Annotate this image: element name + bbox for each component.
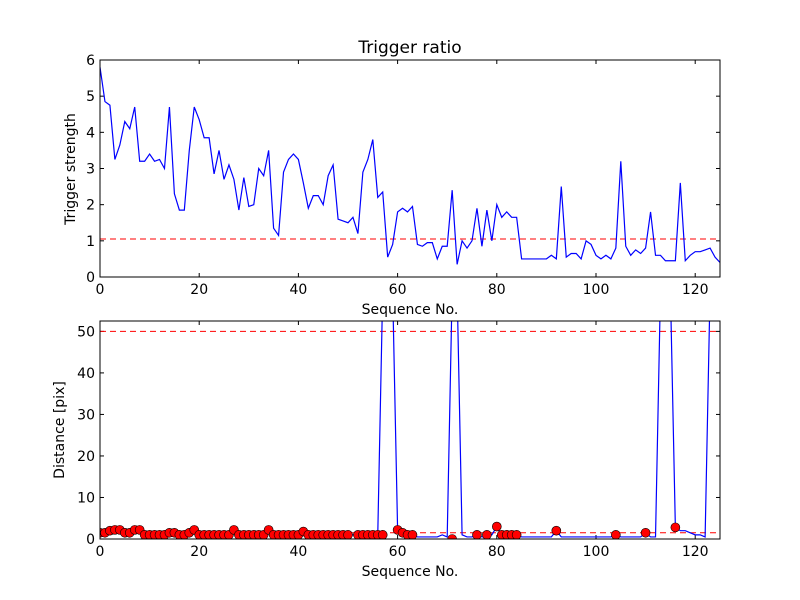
- bottom-y-tick-label: 10: [77, 490, 95, 506]
- top-plot: Trigger ratio Sequence No. Trigger stren…: [63, 38, 721, 318]
- bottom-x-tick-label: 0: [96, 544, 105, 560]
- top-plot-title: Trigger ratio: [357, 38, 461, 58]
- bottom-data-point: [343, 530, 353, 539]
- top-y-ticks: 0 1 2 3 4 5 6: [86, 53, 720, 286]
- bottom-series: [100, 321, 720, 539]
- top-x-tick-label: 60: [389, 282, 407, 298]
- bottom-x-tick-label: 20: [190, 544, 208, 560]
- bottom-y-ticks: 0 10 20 30 40 50: [77, 324, 720, 548]
- bottom-y-tick-label: 30: [77, 407, 95, 423]
- bottom-data-point: [377, 530, 388, 539]
- top-plot-xlabel: Sequence No.: [362, 302, 459, 318]
- bottom-x-tick-label: 40: [289, 544, 307, 560]
- top-y-tick-label: 0: [86, 270, 95, 286]
- top-y-tick-label: 1: [86, 234, 95, 250]
- bottom-data-point: [491, 521, 502, 532]
- bottom-plot-ylabel: Distance [pix]: [52, 381, 68, 479]
- top-y-tick-label: 2: [86, 198, 95, 214]
- top-x-tick-label: 80: [488, 282, 506, 298]
- bottom-x-tick-label: 60: [389, 544, 407, 560]
- top-x-tick-label: 20: [190, 282, 208, 298]
- top-series-line: [100, 67, 720, 265]
- top-x-ticks: 0 20 40 60 80 100 120: [96, 60, 709, 298]
- bottom-x-ticks: 0 20 40 60 80 100 120: [96, 321, 709, 560]
- bottom-data-point: [407, 530, 418, 539]
- bottom-y-tick-label: 40: [77, 366, 95, 382]
- bottom-x-tick-label: 120: [682, 544, 709, 560]
- bottom-plot-xlabel: Sequence No.: [362, 564, 459, 580]
- top-x-tick-label: 40: [289, 282, 307, 298]
- top-plot-frame: [99, 59, 721, 278]
- bottom-data-point: [611, 530, 621, 539]
- bottom-x-tick-label: 100: [583, 544, 610, 560]
- bottom-data-point: [511, 530, 522, 539]
- top-y-tick-label: 6: [86, 53, 95, 69]
- bottom-data-point: [670, 522, 681, 533]
- top-y-tick-label: 4: [86, 125, 95, 141]
- bottom-data-point: [640, 527, 651, 538]
- bottom-plot-area: [100, 321, 720, 539]
- top-x-tick-label: 120: [682, 282, 709, 298]
- top-y-tick-label: 5: [86, 89, 95, 105]
- top-series: [100, 67, 720, 265]
- bottom-data-point: [551, 525, 562, 536]
- bottom-y-tick-label: 50: [77, 324, 95, 340]
- bottom-plot-frame: [99, 320, 721, 540]
- bottom-x-tick-label: 80: [488, 544, 506, 560]
- top-plot-area: [100, 67, 720, 265]
- bottom-data-point: [482, 530, 492, 539]
- bottom-y-tick-label: 20: [77, 449, 95, 465]
- top-x-tick-label: 0: [96, 282, 105, 298]
- top-plot-ylabel: Trigger strength: [63, 113, 79, 226]
- bottom-data-point: [472, 530, 482, 539]
- bottom-y-tick-label: 0: [86, 532, 95, 548]
- bottom-data-point: [447, 534, 457, 539]
- top-y-tick-label: 3: [86, 162, 95, 178]
- top-x-tick-label: 100: [583, 282, 610, 298]
- bottom-plot: Sequence No. Distance [pix] 0 20 40 60 80 100…: [52, 320, 721, 580]
